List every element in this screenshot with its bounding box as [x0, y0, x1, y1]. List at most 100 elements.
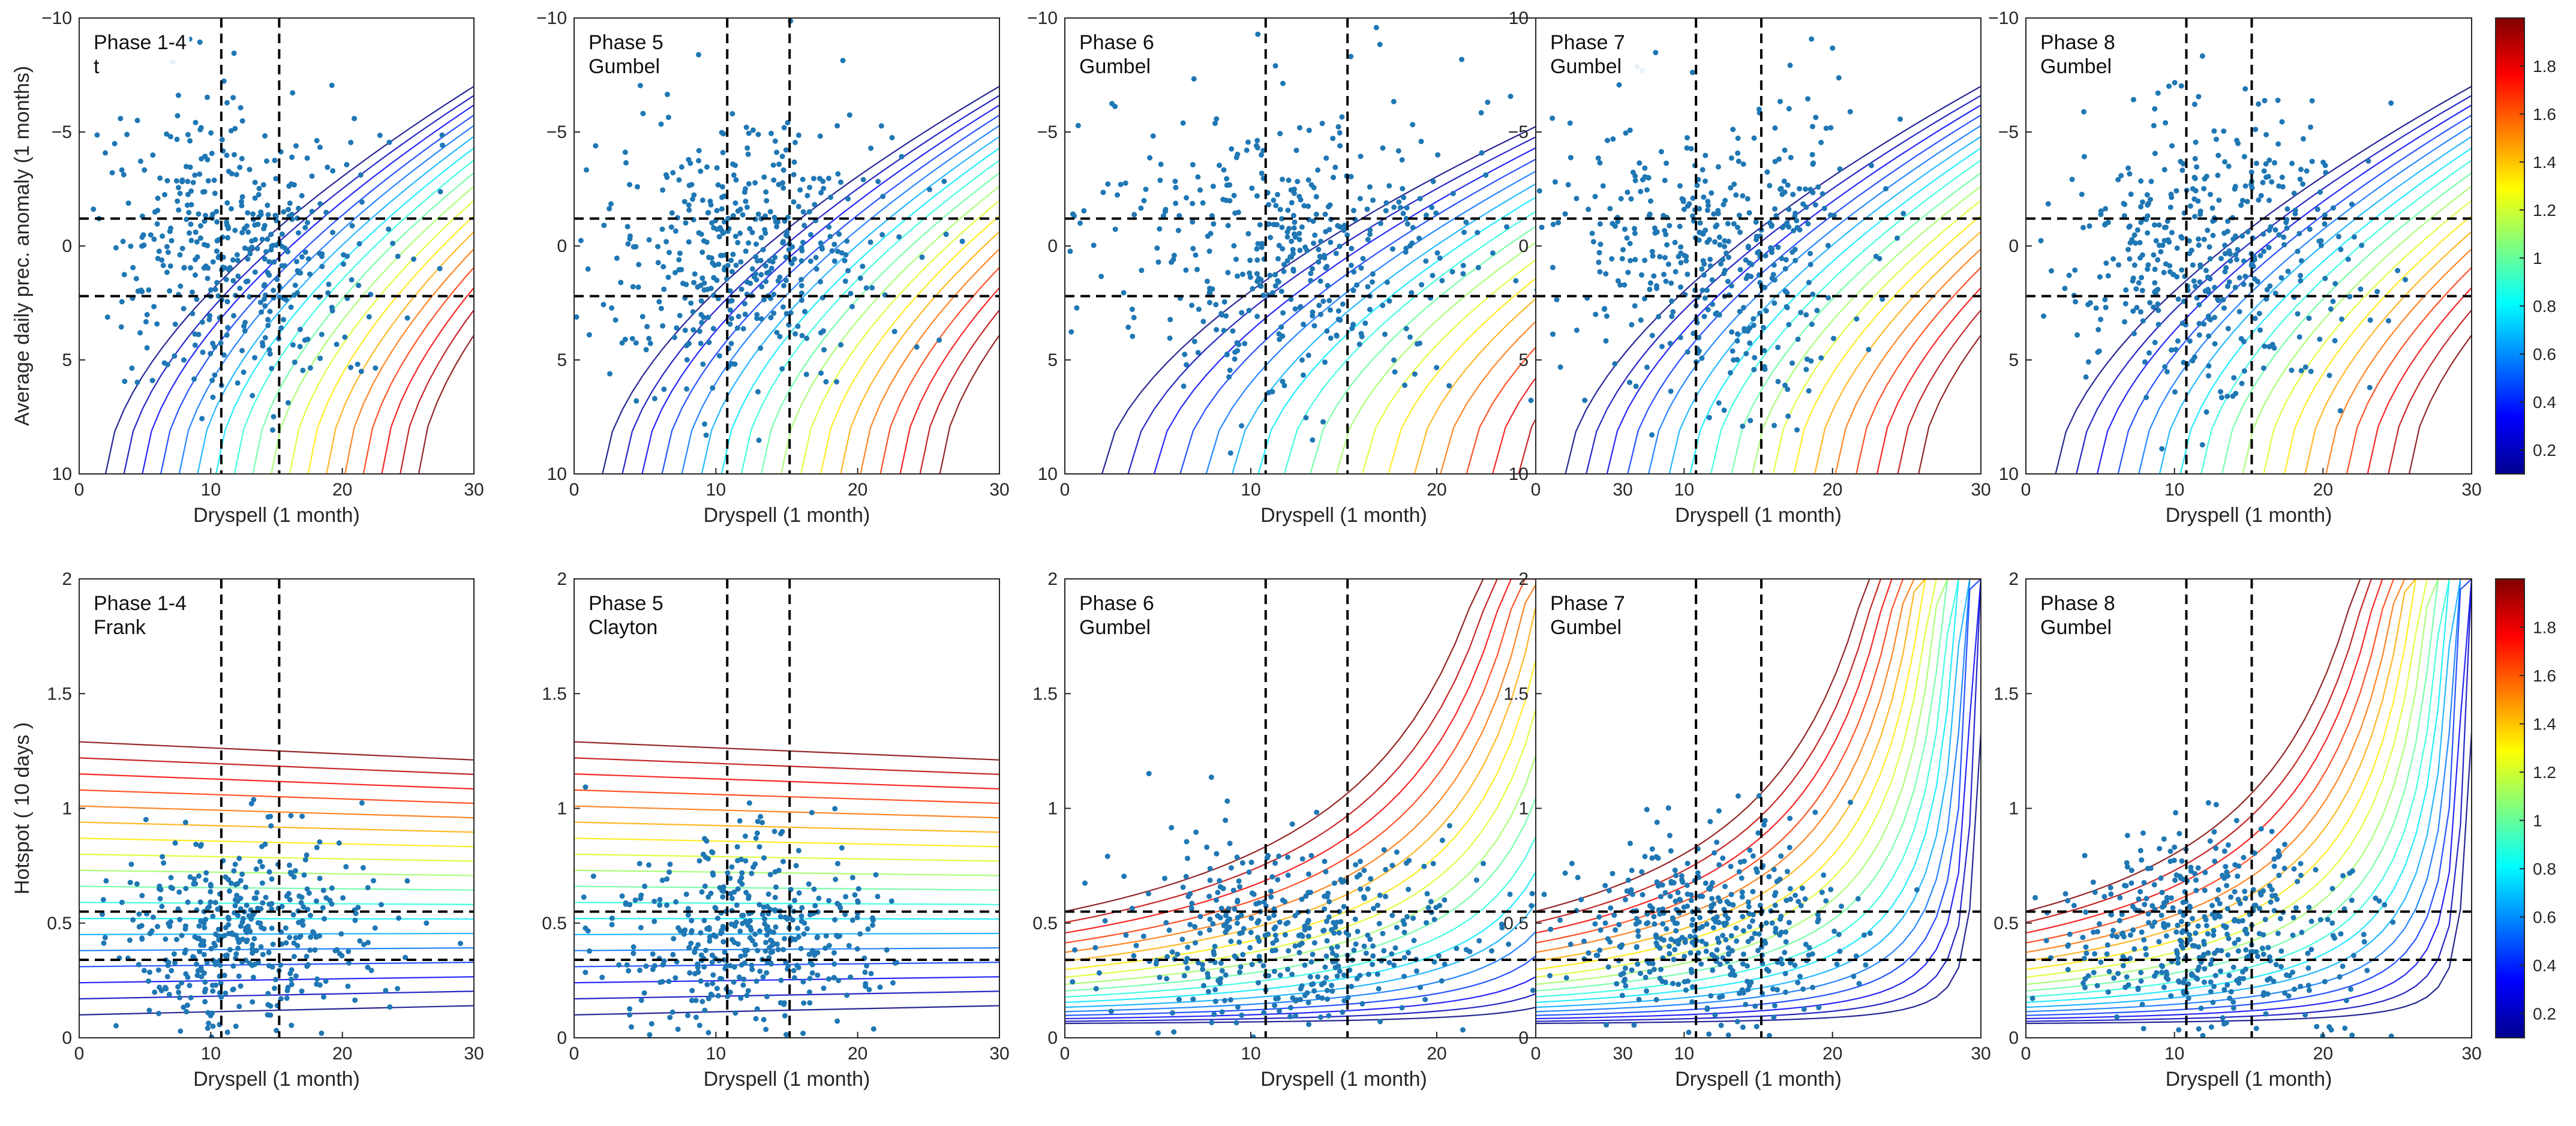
data-point	[458, 941, 463, 947]
data-point	[287, 897, 293, 903]
data-point	[2160, 963, 2165, 969]
data-point	[1597, 221, 1603, 227]
data-point	[2066, 272, 2072, 278]
data-point	[1361, 867, 1367, 873]
data-point	[854, 915, 860, 920]
data-point	[2179, 167, 2185, 173]
data-point	[184, 202, 190, 208]
data-point	[660, 187, 666, 193]
data-point	[2159, 890, 2165, 896]
data-point	[781, 283, 786, 289]
data-point	[1191, 338, 1197, 344]
data-point	[1709, 896, 1715, 902]
data-point	[1404, 914, 1410, 920]
data-point	[1072, 947, 1078, 953]
data-point	[1826, 295, 1832, 301]
data-point	[1722, 922, 1728, 928]
data-point	[791, 256, 797, 262]
data-point	[1708, 993, 1714, 999]
data-point	[1322, 906, 1328, 912]
data-point	[2282, 842, 2287, 848]
data-point	[730, 251, 736, 257]
data-point	[229, 206, 234, 212]
data-point	[1662, 255, 1668, 260]
data-point	[2145, 866, 2151, 872]
data-point	[2206, 363, 2212, 369]
data-point	[1193, 252, 1199, 258]
data-point	[815, 972, 821, 978]
data-point	[197, 223, 203, 229]
data-point	[699, 197, 705, 203]
data-point	[305, 337, 311, 342]
data-point	[2094, 929, 2100, 935]
data-point	[2109, 933, 2115, 939]
data-point	[2262, 343, 2268, 349]
contour-line	[2026, 579, 2472, 962]
data-point	[239, 194, 245, 200]
data-point	[1740, 161, 1746, 167]
data-point	[2172, 80, 2178, 86]
data-point	[1329, 983, 1335, 989]
data-point	[311, 930, 317, 936]
data-point	[1684, 145, 1690, 151]
data-point	[1605, 964, 1611, 970]
data-point	[226, 930, 232, 936]
data-point	[1112, 226, 1118, 232]
data-point	[344, 162, 350, 167]
data-point	[791, 172, 797, 178]
data-point	[2232, 889, 2238, 894]
data-point	[651, 963, 657, 969]
data-point	[301, 904, 307, 910]
data-point	[2306, 987, 2312, 993]
data-point	[1700, 287, 1706, 293]
data-point	[826, 224, 832, 230]
data-point	[684, 357, 690, 363]
data-point	[1772, 158, 1778, 164]
data-point	[1319, 121, 1325, 127]
data-point	[1666, 944, 1672, 949]
data-point	[225, 325, 231, 331]
data-point	[1227, 450, 1233, 456]
data-point	[689, 918, 695, 924]
data-point	[2202, 966, 2208, 972]
data-point	[1214, 897, 1219, 903]
data-point	[2224, 394, 2230, 400]
data-point	[655, 260, 661, 266]
data-point	[1610, 221, 1616, 227]
data-point	[2233, 257, 2239, 263]
data-point	[1329, 927, 1335, 933]
data-point	[1155, 1030, 1161, 1036]
data-point	[2139, 287, 2145, 293]
data-point	[753, 277, 759, 283]
data-point	[1296, 950, 1302, 956]
data-point	[1296, 194, 1302, 199]
data-point	[1217, 878, 1223, 884]
data-point	[2175, 923, 2181, 928]
y-tick-label: −10	[41, 8, 72, 28]
data-point	[1766, 968, 1772, 974]
x-tick-label: 0	[569, 1044, 580, 1064]
data-point	[2193, 975, 2199, 981]
data-point	[1651, 966, 1657, 972]
data-point	[2275, 97, 2281, 103]
data-point	[210, 394, 216, 400]
data-point	[1262, 932, 1268, 938]
data-point	[854, 946, 860, 952]
data-point	[2175, 955, 2181, 961]
data-point	[1215, 890, 1221, 896]
data-point	[818, 190, 824, 196]
data-point	[1669, 298, 1674, 304]
data-point	[1284, 229, 1290, 235]
data-point	[2158, 875, 2164, 881]
data-point	[1218, 960, 1224, 966]
data-point	[1272, 283, 1278, 289]
data-point	[1406, 950, 1412, 956]
data-point	[187, 983, 193, 989]
data-point	[1326, 914, 1332, 920]
contour-line	[1065, 579, 1623, 962]
data-point	[265, 236, 271, 242]
data-point	[1769, 920, 1775, 926]
data-point	[625, 224, 631, 230]
data-point	[795, 848, 801, 854]
